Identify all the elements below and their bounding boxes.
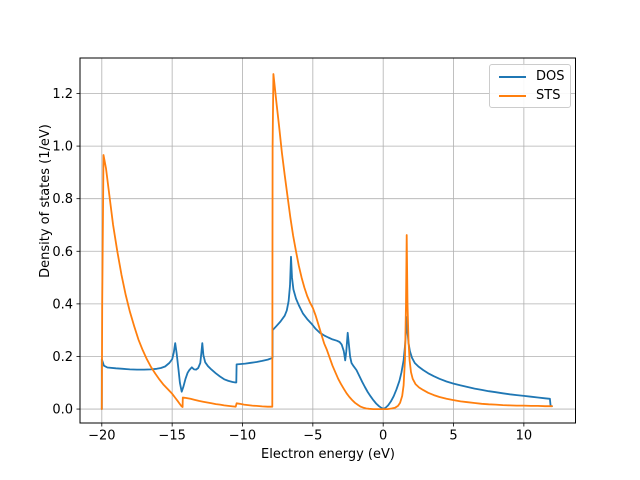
x-tick-label: 10 xyxy=(516,429,533,444)
y-tick-label: 0.4 xyxy=(52,297,73,312)
plot-frame xyxy=(79,57,576,424)
x-tick-label: −10 xyxy=(229,429,256,444)
y-tick-label: 0.8 xyxy=(52,192,73,207)
x-tick-label: −5 xyxy=(303,429,322,444)
legend-label-sts: STS xyxy=(536,88,561,103)
legend-item-dos: DOS xyxy=(499,68,565,86)
y-axis-label: Density of states (1/eV) xyxy=(38,124,53,278)
x-tick-label: 0 xyxy=(379,429,387,444)
legend-label-dos: DOS xyxy=(536,69,565,84)
dos-curve xyxy=(100,255,553,411)
sts-curve xyxy=(100,73,553,411)
y-tick-label: 1.2 xyxy=(52,87,73,102)
x-tick-label: −15 xyxy=(158,429,185,444)
x-axis-label: Electron energy (eV) xyxy=(261,447,395,462)
y-tick-label: 1.0 xyxy=(52,140,73,155)
sts-line-swatch xyxy=(499,94,526,97)
y-tick-label: 0.2 xyxy=(52,350,73,365)
y-tick-label: 0.0 xyxy=(52,403,73,418)
dos-line-swatch xyxy=(499,75,526,78)
legend: DOS STS xyxy=(489,64,571,108)
legend-item-sts: STS xyxy=(499,87,562,105)
x-tick-label: 5 xyxy=(449,429,457,444)
x-tick-label: −20 xyxy=(88,429,115,444)
y-tick-label: 0.6 xyxy=(52,245,73,260)
